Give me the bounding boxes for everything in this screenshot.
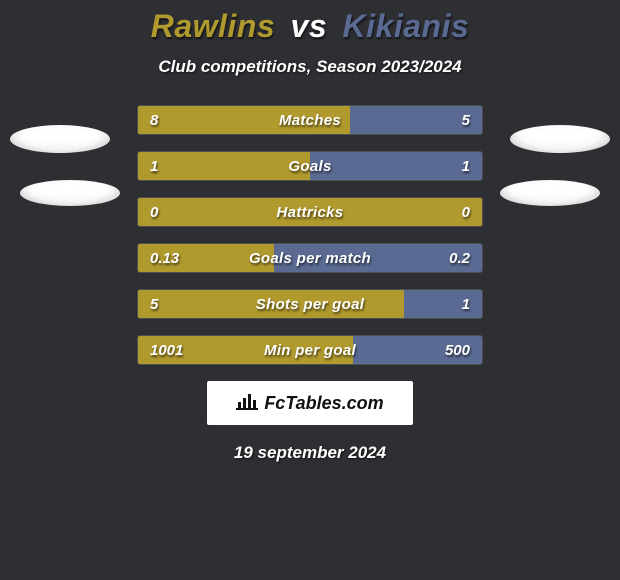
player2-avatar-shadow (500, 180, 600, 206)
stat-label: Goals per match (138, 244, 482, 273)
player2-avatar-placeholder (510, 125, 610, 153)
stat-row: 00Hattricks (137, 197, 483, 227)
stat-row: 51Shots per goal (137, 289, 483, 319)
stat-row: 0.130.2Goals per match (137, 243, 483, 273)
stat-label: Matches (138, 106, 482, 135)
stat-label: Min per goal (138, 336, 482, 365)
stat-bars: 85Matches 11Goals 00Hattricks 0.130.2Goals … (137, 105, 483, 365)
body-area: 85Matches 11Goals 00Hattricks 0.130.2Goals … (0, 105, 620, 463)
player1-name: Rawlins (151, 8, 275, 44)
vs-label: vs (291, 8, 328, 44)
stat-row: 85Matches (137, 105, 483, 135)
stat-label: Goals (138, 152, 482, 181)
subtitle: Club competitions, Season 2023/2024 (0, 57, 620, 77)
footer-date: 19 september 2024 (0, 443, 620, 463)
stat-label: Hattricks (138, 198, 482, 227)
brand-text: FcTables.com (264, 393, 383, 414)
comparison-infographic: Rawlins vs Kikianis Club competitions, S… (0, 0, 620, 580)
player1-avatar-shadow (20, 180, 120, 206)
player2-name: Kikianis (343, 8, 470, 44)
page-title: Rawlins vs Kikianis (0, 0, 620, 45)
stat-label: Shots per goal (138, 290, 482, 319)
brand-badge: FcTables.com (207, 381, 413, 425)
stat-row: 1001500Min per goal (137, 335, 483, 365)
player1-avatar-placeholder (10, 125, 110, 153)
bar-chart-icon (236, 392, 258, 415)
stat-row: 11Goals (137, 151, 483, 181)
